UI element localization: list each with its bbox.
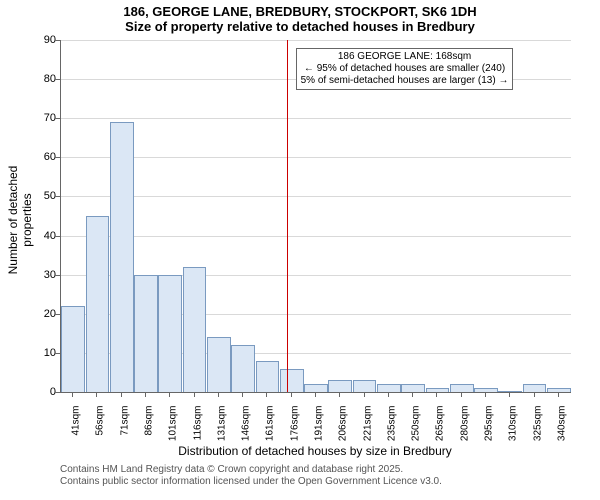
x-tick-label: 71sqm: [119, 406, 130, 450]
x-tick-label: 131sqm: [216, 406, 227, 450]
x-tick-mark: [218, 392, 219, 397]
y-tick-mark: [55, 157, 60, 158]
y-axis-label: Number of detached properties: [6, 140, 34, 300]
x-tick-mark: [558, 392, 559, 397]
x-tick-mark: [72, 392, 73, 397]
histogram-bar: [231, 345, 255, 392]
histogram-bar: [110, 122, 134, 392]
x-tick-mark: [509, 392, 510, 397]
x-tick-label: 161sqm: [265, 406, 276, 450]
x-tick-label: 280sqm: [459, 406, 470, 450]
y-tick-label: 20: [32, 308, 56, 320]
title-line-2: Size of property relative to detached ho…: [0, 19, 600, 34]
x-tick-mark: [388, 392, 389, 397]
x-tick-mark: [194, 392, 195, 397]
y-tick-mark: [55, 40, 60, 41]
footer-line-1: Contains HM Land Registry data © Crown c…: [60, 464, 442, 476]
x-tick-mark: [436, 392, 437, 397]
x-tick-mark: [485, 392, 486, 397]
gridline: [61, 118, 571, 119]
x-tick-mark: [145, 392, 146, 397]
histogram-bar: [280, 369, 304, 392]
x-tick-mark: [364, 392, 365, 397]
gridline: [61, 236, 571, 237]
x-tick-label: 191sqm: [314, 406, 325, 450]
x-tick-label: 325sqm: [532, 406, 543, 450]
histogram-bar: [353, 380, 377, 392]
x-tick-label: 86sqm: [144, 406, 155, 450]
x-tick-mark: [291, 392, 292, 397]
footer-line-2: Contains public sector information licen…: [60, 476, 442, 488]
x-tick-mark: [534, 392, 535, 397]
histogram-bar: [377, 384, 401, 392]
histogram-bar: [207, 337, 231, 392]
y-tick-mark: [55, 314, 60, 315]
chart-footer: Contains HM Land Registry data © Crown c…: [60, 464, 442, 488]
annotation-box: 186 GEORGE LANE: 168sqm← 95% of detached…: [296, 48, 514, 90]
y-tick-label: 90: [32, 34, 56, 46]
x-tick-label: 101sqm: [168, 406, 179, 450]
x-tick-mark: [266, 392, 267, 397]
x-tick-mark: [412, 392, 413, 397]
y-tick-mark: [55, 275, 60, 276]
x-tick-mark: [315, 392, 316, 397]
chart-title-block: 186, GEORGE LANE, BREDBURY, STOCKPORT, S…: [0, 0, 600, 34]
x-tick-mark: [242, 392, 243, 397]
histogram-bar: [401, 384, 425, 392]
title-line-1: 186, GEORGE LANE, BREDBURY, STOCKPORT, S…: [0, 4, 600, 19]
gridline: [61, 157, 571, 158]
x-tick-label: 146sqm: [241, 406, 252, 450]
histogram-bar: [523, 384, 547, 392]
annotation-line: 186 GEORGE LANE: 168sqm: [301, 51, 509, 63]
histogram-bar: [256, 361, 280, 392]
histogram-bar: [134, 275, 158, 392]
x-tick-label: 221sqm: [362, 406, 373, 450]
y-tick-label: 70: [32, 112, 56, 124]
y-tick-label: 60: [32, 151, 56, 163]
histogram-bar: [304, 384, 328, 392]
x-tick-mark: [121, 392, 122, 397]
histogram-bar: [547, 388, 571, 392]
y-tick-mark: [55, 392, 60, 393]
histogram-plot-area: 186 GEORGE LANE: 168sqm← 95% of detached…: [60, 40, 571, 393]
annotation-line: ← 95% of detached houses are smaller (24…: [301, 63, 509, 75]
x-tick-label: 265sqm: [435, 406, 446, 450]
y-tick-mark: [55, 196, 60, 197]
histogram-bar: [328, 380, 352, 392]
x-tick-mark: [461, 392, 462, 397]
histogram-bar: [86, 216, 110, 392]
x-tick-mark: [96, 392, 97, 397]
x-tick-mark: [169, 392, 170, 397]
y-tick-mark: [55, 236, 60, 237]
x-tick-label: 176sqm: [289, 406, 300, 450]
y-tick-mark: [55, 353, 60, 354]
x-tick-label: 235sqm: [386, 406, 397, 450]
property-marker-line: [287, 40, 288, 392]
y-tick-mark: [55, 79, 60, 80]
y-tick-label: 30: [32, 269, 56, 281]
gridline: [61, 40, 571, 41]
y-tick-label: 10: [32, 347, 56, 359]
y-tick-label: 50: [32, 190, 56, 202]
y-tick-mark: [55, 118, 60, 119]
histogram-bar: [183, 267, 207, 392]
x-tick-label: 206sqm: [338, 406, 349, 450]
annotation-line: 5% of semi-detached houses are larger (1…: [301, 75, 509, 87]
x-tick-label: 41sqm: [71, 406, 82, 450]
y-tick-label: 40: [32, 230, 56, 242]
y-tick-label: 0: [32, 386, 56, 398]
x-tick-label: 56sqm: [95, 406, 106, 450]
y-tick-label: 80: [32, 73, 56, 85]
x-tick-label: 340sqm: [556, 406, 567, 450]
histogram-bar: [158, 275, 182, 392]
x-tick-label: 250sqm: [411, 406, 422, 450]
x-tick-label: 310sqm: [508, 406, 519, 450]
x-tick-mark: [339, 392, 340, 397]
histogram-bar: [61, 306, 85, 392]
x-tick-label: 295sqm: [484, 406, 495, 450]
x-tick-label: 116sqm: [192, 406, 203, 450]
gridline: [61, 196, 571, 197]
histogram-bar: [450, 384, 474, 392]
